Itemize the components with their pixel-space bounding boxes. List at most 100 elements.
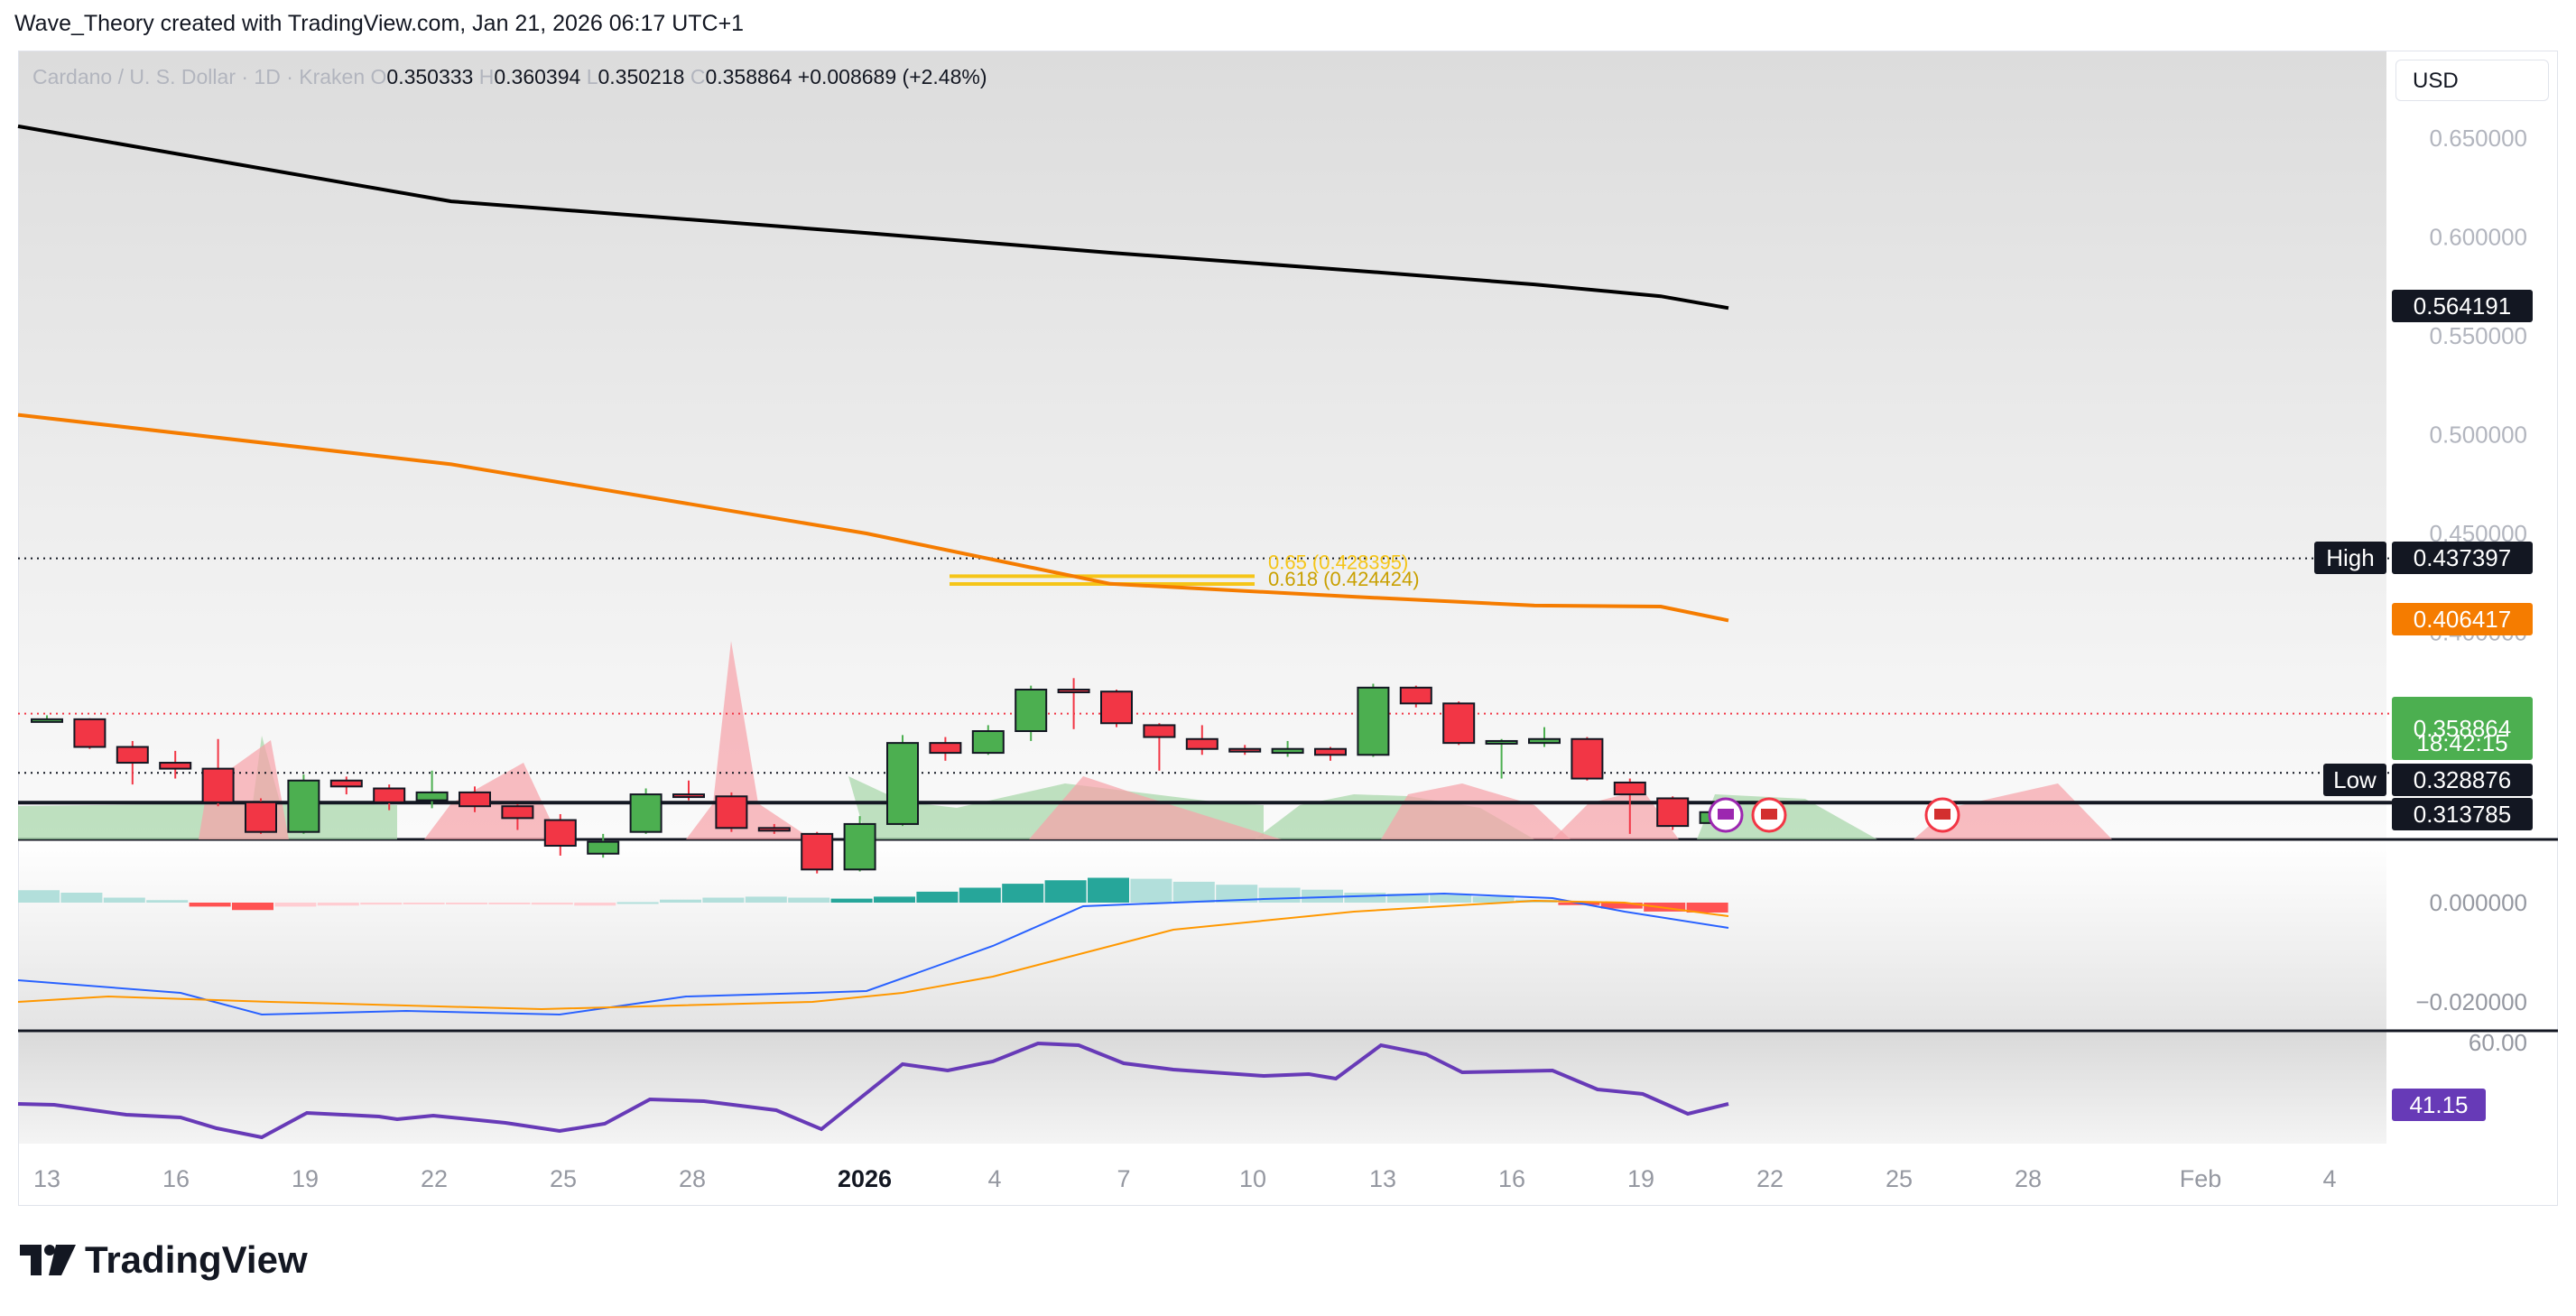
rsi-value-text: 41.15 <box>2409 1091 2468 1118</box>
high-label-text: High <box>2326 544 2374 571</box>
macd-tick-label: −0.020000 <box>2415 988 2527 1015</box>
candle-down <box>757 827 791 832</box>
macd-tick-label: 0.000000 <box>2430 889 2527 916</box>
macd-bar <box>60 893 103 903</box>
x-tick-label: 16 <box>162 1165 190 1192</box>
candle-down <box>929 742 962 755</box>
x-tick-label: 19 <box>292 1165 319 1192</box>
macd-bar <box>1130 878 1172 903</box>
candle-down <box>543 819 577 848</box>
price-tags: 0.564191 High 0.437397 0.406417 0.35886418:4… <box>1708 290 2533 833</box>
x-tick-label: 28 <box>679 1165 706 1192</box>
support-tag-box <box>2392 798 2533 830</box>
macd-bar <box>830 898 873 903</box>
macd-bar <box>788 897 830 903</box>
candle-down <box>1143 724 1176 738</box>
macd-bar <box>531 903 573 905</box>
support-tag-text: 0.313785 <box>2414 801 2511 828</box>
candle-down <box>715 795 748 829</box>
candle-down <box>1057 689 1090 694</box>
change-value: +0.008689 (+2.48%) <box>797 65 987 88</box>
candle-up <box>886 742 919 825</box>
macd-bar <box>103 897 145 903</box>
tradingview-logo-icon <box>20 1245 76 1275</box>
candle-up <box>587 840 620 855</box>
currency-button[interactable]: USD <box>2395 60 2549 101</box>
y-tick-label: 0.650000 <box>2430 125 2527 152</box>
macd-bar <box>616 902 659 904</box>
low-value: 0.350218 <box>598 65 685 88</box>
candle-down <box>672 793 705 799</box>
macd-bar <box>916 891 959 903</box>
candle-down <box>159 762 192 770</box>
y-tick-label: 0.500000 <box>2430 422 2527 449</box>
ma50-tag-box <box>2392 603 2533 635</box>
countdown-text: 18:42:15 <box>2416 729 2507 756</box>
high-value: 0.360394 <box>494 65 581 88</box>
open-label: O <box>370 65 387 88</box>
low-label-box <box>2323 764 2386 796</box>
candle-down <box>201 767 235 803</box>
time-axis: 13 16 19 22 25 28 2026 4 7 10 13 16 19 22 25 28 Feb 4 <box>33 1165 2337 1192</box>
macd-bar <box>1686 903 1728 913</box>
high-label-box <box>2314 542 2386 574</box>
x-tick-label: 25 <box>550 1165 577 1192</box>
candle-up <box>1015 689 1048 733</box>
x-tick-label: 2026 <box>838 1165 892 1192</box>
ma200-line <box>17 124 1729 310</box>
macd-bar <box>1172 881 1215 903</box>
candle-down <box>801 832 834 871</box>
macd-bar <box>574 903 616 906</box>
candle-down <box>1442 702 1476 745</box>
candle-up <box>971 730 1005 755</box>
x-tick-label: 16 <box>1498 1165 1525 1192</box>
macd-bar <box>1216 885 1258 903</box>
symbol-legend: Cardano / U. S. Dollar · 1D · Kraken O 0.… <box>32 65 987 89</box>
macd-bar <box>660 899 701 903</box>
rsi-value-tag <box>2392 1089 2486 1121</box>
flag-marker-icon <box>1761 809 1777 820</box>
candle-down <box>373 787 406 803</box>
macd-bar <box>18 890 60 903</box>
rsi-line <box>17 1041 1729 1140</box>
macd-bar <box>745 896 787 903</box>
macd-bar <box>360 903 403 905</box>
candle-up <box>287 779 320 833</box>
candle-down <box>1185 737 1219 750</box>
x-tick-label: 25 <box>1886 1165 1913 1192</box>
macd-bar <box>1600 903 1643 909</box>
ma200-tag-text: 0.564191 <box>2414 292 2511 320</box>
high-tag-text: 0.437397 <box>2414 544 2511 571</box>
last-price-tag-box <box>2392 697 2533 760</box>
macd-indicator: 0.000000 −0.020000 <box>17 877 2527 1016</box>
candle-up <box>843 822 876 871</box>
x-tick-label: 22 <box>1756 1165 1784 1192</box>
x-tick-label: 28 <box>2015 1165 2042 1192</box>
rsi-indicator: 60.00 41.15 <box>17 1029 2527 1140</box>
candle-up <box>31 718 63 723</box>
tradingview-logo: TradingView <box>20 1238 308 1282</box>
candle-down <box>1399 686 1432 705</box>
y-tick-label: 0.600000 <box>2430 224 2527 251</box>
x-tick-label: 4 <box>987 1165 1001 1192</box>
flag-marker-icon <box>1934 809 1951 820</box>
last-price-tag-text: 0.358864 <box>2414 715 2511 742</box>
high-tag-box <box>2392 542 2533 574</box>
macd-bar <box>1258 887 1301 903</box>
macd-bar <box>403 903 445 904</box>
macd-bar <box>488 903 531 904</box>
macd-bar <box>274 903 317 907</box>
candle-down <box>329 779 363 788</box>
overlay-lines: 0.65 (0.428395)0.618 (0.424424) <box>17 124 2392 805</box>
event-marker-icon <box>1718 809 1734 820</box>
candle-up <box>1357 686 1390 756</box>
chart-credit: Wave_Theory created with TradingView.com… <box>14 11 745 36</box>
x-tick-label: 19 <box>1627 1165 1654 1192</box>
candle-down <box>1613 781 1646 796</box>
symbol-name: Cardano / U. S. Dollar · 1D · Kraken <box>32 65 366 88</box>
candle-down <box>1571 737 1604 780</box>
candle-down <box>1656 797 1690 828</box>
fib-label: 0.65 (0.428395) <box>1268 551 1408 573</box>
macd-pane-background <box>19 841 2386 1029</box>
